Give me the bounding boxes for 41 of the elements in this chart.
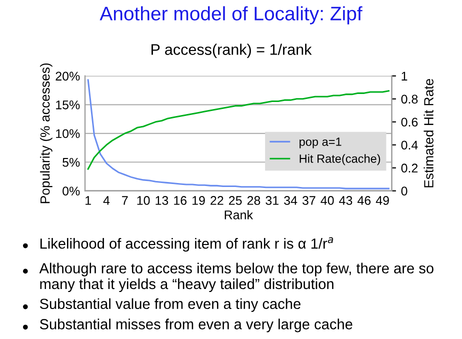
chart-title: Another model of Locality: Zipf — [100, 6, 362, 24]
chart-subtitle: P access(rank) = 1/rank — [152, 44, 312, 58]
x-tick-label: 34 — [284, 196, 298, 205]
line-series — [87, 90, 390, 170]
x-tick-label: 1 — [86, 196, 91, 205]
y2-tick-label: 0.6 — [401, 118, 418, 127]
y-tick-label: 15% — [56, 100, 80, 110]
legend-label: pop a=1 — [300, 138, 342, 148]
y-tick-label: 5% — [62, 158, 80, 167]
y2-tick-label: 0.4 — [401, 140, 418, 150]
y-axis-title: Popularity (% accesses) — [40, 63, 52, 204]
text: Likelihood of accessing item of rank r is α 1/r$^{a}$ — [40, 237, 334, 252]
x-tick-label: 49 — [376, 196, 389, 205]
y-tick-label: 10% — [56, 129, 80, 138]
y-tick-label: 0% — [62, 186, 80, 196]
x-tick-label: 43 — [339, 196, 352, 205]
x-tick-label: 40 — [320, 196, 334, 205]
x-axis-title: Rank — [224, 210, 253, 220]
legend-label: Hit Rate(cache) — [300, 154, 380, 166]
y2-tick-label: 0.8 — [401, 94, 418, 104]
y2-tick-label: 0.2 — [401, 164, 418, 173]
x-tick-label: 22 — [210, 196, 224, 205]
y2-tick-label: 0 — [401, 186, 408, 196]
x-tick-label: 25 — [229, 196, 242, 205]
y2-axis-title: Estimated Hit Rate — [424, 78, 434, 188]
text: Although rare to access items below the top few, there are so many that it yields a “heavy tailed” distribution — [39, 262, 434, 292]
x-tick-label: 46 — [358, 196, 371, 205]
x-tick-label: 10 — [137, 196, 150, 205]
y-tick-label: 20% — [56, 72, 80, 81]
text: Substantial misses from even a very large cache — [40, 318, 352, 332]
x-tick-label: 7 — [122, 196, 128, 205]
x-tick-label: 28 — [247, 196, 260, 205]
x-tick-label: 4 — [103, 196, 110, 205]
x-tick-label: 31 — [266, 196, 278, 205]
y2-tick-label: 1 — [402, 72, 408, 80]
x-tick-label: 19 — [192, 196, 205, 205]
x-tick-label: 37 — [302, 196, 316, 205]
x-tick-label: 16 — [174, 196, 187, 205]
text: Substantial value from even a tiny cache — [40, 298, 300, 312]
x-tick-label: 13 — [156, 196, 168, 205]
line-series — [87, 79, 390, 190]
